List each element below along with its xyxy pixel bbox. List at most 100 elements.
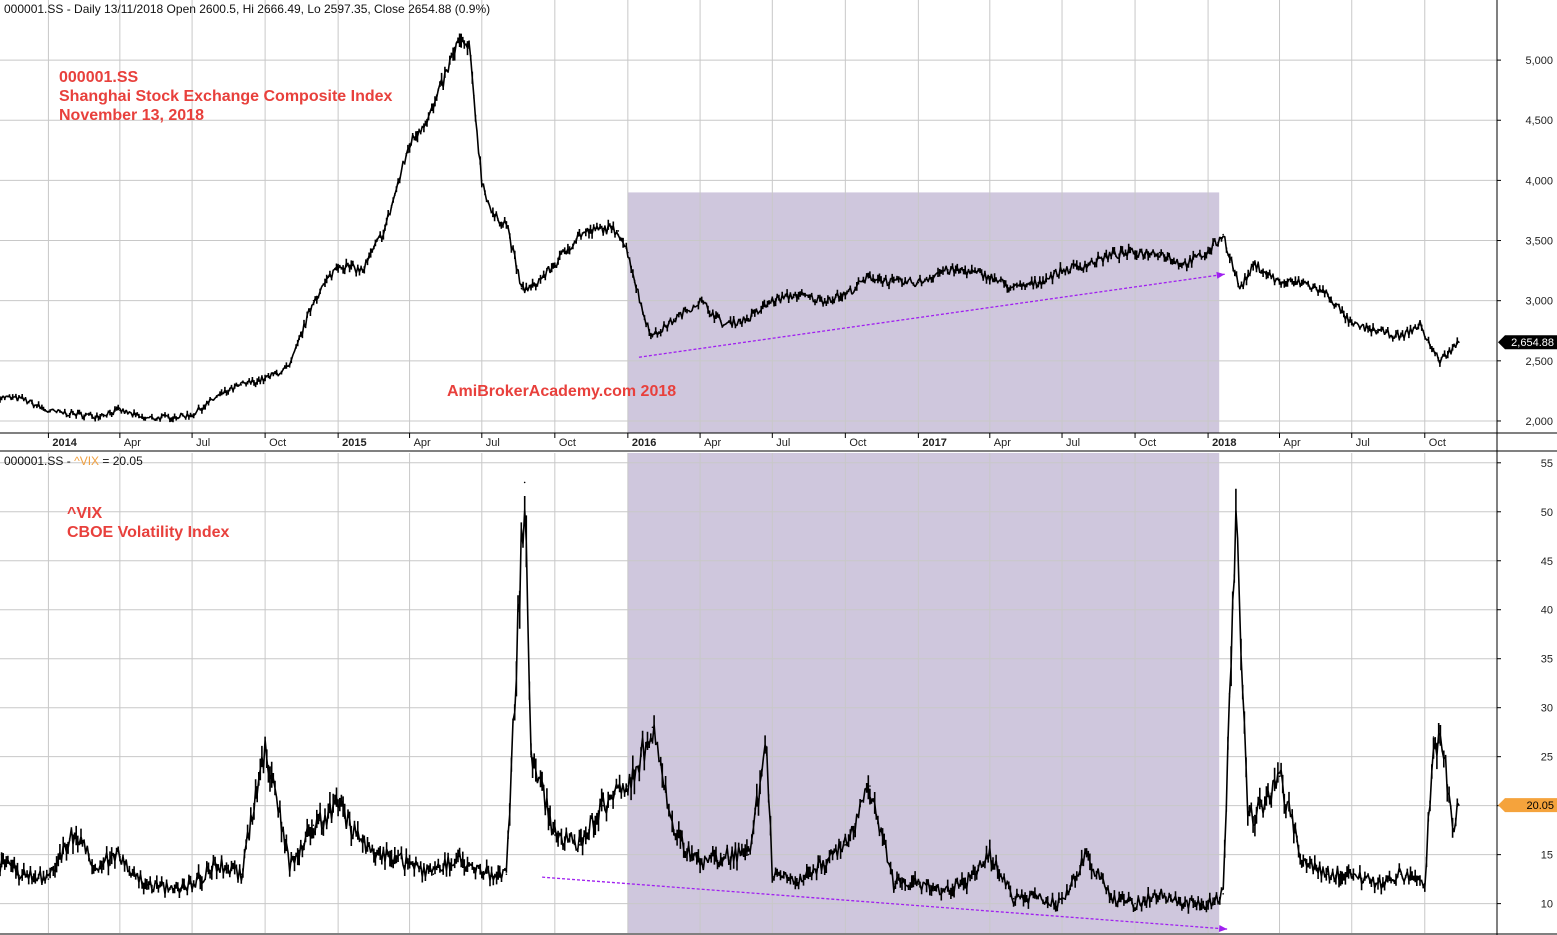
last-vix-badge: 20.05 [1498,798,1557,813]
price-axis-ticks: 2,000 2,500 3,000 3,500 4,000 4,500 5,000 [1497,55,1553,428]
vix-header-suffix: = 20.05 [99,454,143,468]
vix-point-15 [361,844,364,846]
x-tick-label-8: 2016 [632,437,656,449]
vix-point-6 [142,883,145,885]
price-point-40 [844,293,847,296]
vix-point-4 [94,863,97,866]
vix-point-55 [1246,814,1249,817]
vix-point-28 [651,726,654,729]
price-point-16 [384,227,386,230]
vix-series [0,481,1460,914]
price-point-42 [892,281,895,284]
x-tick-label-14: Jul [1066,437,1080,449]
vix-point-44 [1012,897,1015,900]
vix-point-22 [523,481,526,484]
vix-point-17 [408,863,411,866]
vix-panel: 10152025303540455055 000001.SS - ^VIX = … [0,453,1557,933]
x-tick-label-12: 2017 [922,437,946,449]
price-point-44 [942,269,944,272]
vix-point-52 [1207,902,1209,905]
price-point-38 [796,293,798,296]
vix-point-42 [964,883,966,885]
price-point-36 [747,317,750,320]
x-tick-label-11: Oct [849,437,866,449]
vix-point-23 [530,755,532,758]
price-point-25 [530,287,532,290]
date-annotation: November 13, 2018 [59,107,204,124]
vix-point-48 [1110,897,1113,900]
price-point-5 [119,409,121,411]
y-tick-label-top-4: 4,000 [1525,175,1553,187]
price-point-9 [215,396,218,398]
price-point-32 [651,335,654,338]
x-tick-label-10: Jul [776,437,790,449]
vix-point-26 [602,804,605,807]
vix-point-54 [1235,510,1237,513]
price-point-22 [492,215,494,218]
price-point-23 [505,221,508,224]
vix-point-36 [820,863,823,866]
vix-point-40 [917,883,920,885]
price-point-18 [432,107,435,110]
last-price-label: 2,654.88 [1511,337,1554,349]
price-point-31 [642,311,644,314]
y-tick-label-top-6: 5,000 [1525,55,1553,67]
vix-point-59 [1327,873,1329,876]
vix-point-11 [264,746,266,748]
price-point-8 [191,414,193,416]
price-point-45 [964,269,966,272]
x-tick-label-16: 2018 [1212,437,1236,449]
price-point-27 [578,233,581,236]
vix-point-66 [1451,824,1454,827]
vix-point-10 [240,873,243,876]
price-point-62 [1350,323,1353,326]
y-tick-label-bottom-9: 55 [1541,458,1553,470]
highlight-region-top [627,192,1220,433]
price-point-37 [771,299,774,302]
vix-point-5 [119,853,121,856]
price-point-34 [699,299,701,302]
last-vix-label: 20.05 [1526,800,1554,812]
vix-ticker-annotation: ^VIX [67,505,102,522]
x-tick-label-19: Oct [1429,437,1446,449]
vix-header-prefix: 000001.SS - [4,454,74,468]
price-point-11 [264,378,266,380]
price-point-28 [602,227,605,230]
y-tick-label-bottom-0: 10 [1541,899,1553,911]
vix-point-39 [892,883,895,885]
price-point-14 [337,263,339,266]
price-point-55 [1207,251,1209,254]
x-tick-label-18: Jul [1356,437,1370,449]
vix-axis-ticks: 10152025303540455055 [1497,458,1553,911]
vix-point-16 [384,853,386,856]
price-point-50 [1085,263,1088,266]
y-tick-label-top-3: 3,500 [1525,236,1553,248]
vix-point-50 [1158,893,1161,895]
y-tick-label-top-1: 2,500 [1525,356,1553,368]
price-point-53 [1158,251,1161,254]
price-point-60 [1302,281,1305,284]
last-price-shape [1498,335,1557,350]
downtrend-line-head [1218,924,1228,932]
price-point-4 [94,415,97,417]
price-point-47 [1012,287,1015,290]
price-point-48 [1037,281,1040,284]
vix-point-63 [1423,883,1426,885]
x-tick-label-6: Jul [486,437,500,449]
price-line [0,33,1460,423]
x-tick-label-17: Apr [1284,437,1301,449]
uptrend-arrow [638,271,1225,358]
vix-point-60 [1350,873,1353,876]
vix-point-61 [1375,883,1378,885]
vix-point-43 [988,853,991,856]
price-point-59 [1278,281,1281,284]
price-point-7 [167,416,170,419]
price-point-26 [554,263,556,266]
price-point-0 [0,396,1,398]
vix-point-31 [723,853,725,856]
vix-point-13 [312,824,315,827]
price-point-66 [1431,347,1433,350]
price-point-65 [1419,323,1421,326]
y-tick-label-bottom-7: 45 [1541,556,1553,568]
